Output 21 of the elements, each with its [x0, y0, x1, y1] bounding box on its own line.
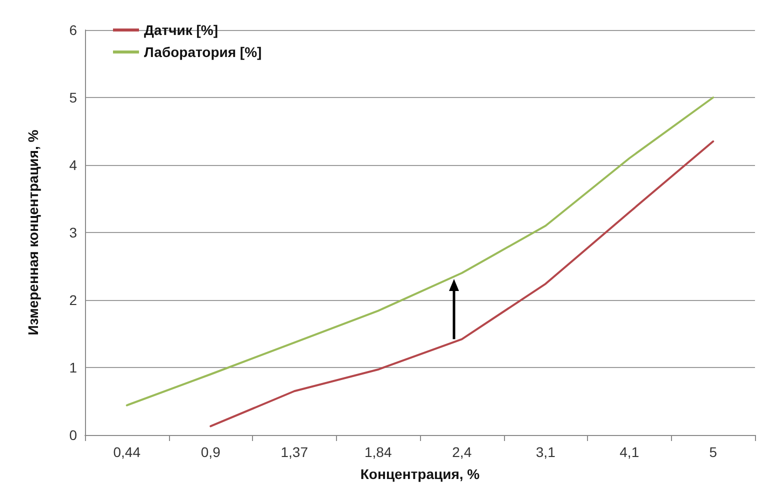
y-tick-label: 5 — [69, 90, 78, 106]
y-tick-label: 2 — [69, 292, 78, 308]
y-axis-title: Измеренная концентрация, % — [25, 129, 41, 336]
line-series — [210, 140, 714, 428]
x-tick-label: 2,4 — [452, 444, 472, 460]
x-tick-label: 1,84 — [364, 444, 392, 460]
x-axis-title: Концентрация, % — [360, 466, 480, 482]
x-tick-label: 3,1 — [536, 444, 556, 460]
y-tick-label: 0 — [69, 427, 78, 443]
x-tick-label: 0,44 — [113, 444, 141, 460]
y-tick-label: 6 — [69, 22, 78, 38]
x-tick-label: 0,9 — [200, 444, 221, 460]
legend-label: Лаборатория [%] — [144, 44, 262, 60]
x-tick-label: 4,1 — [620, 444, 640, 460]
line-series — [126, 96, 714, 406]
x-tick-label: 5 — [709, 444, 718, 460]
legend-label: Датчик [%] — [144, 22, 218, 38]
y-tick-label: 4 — [69, 157, 78, 173]
y-tick-label: 1 — [69, 360, 78, 376]
x-tick-label: 1,37 — [280, 444, 308, 460]
y-tick-label: 3 — [69, 224, 78, 240]
